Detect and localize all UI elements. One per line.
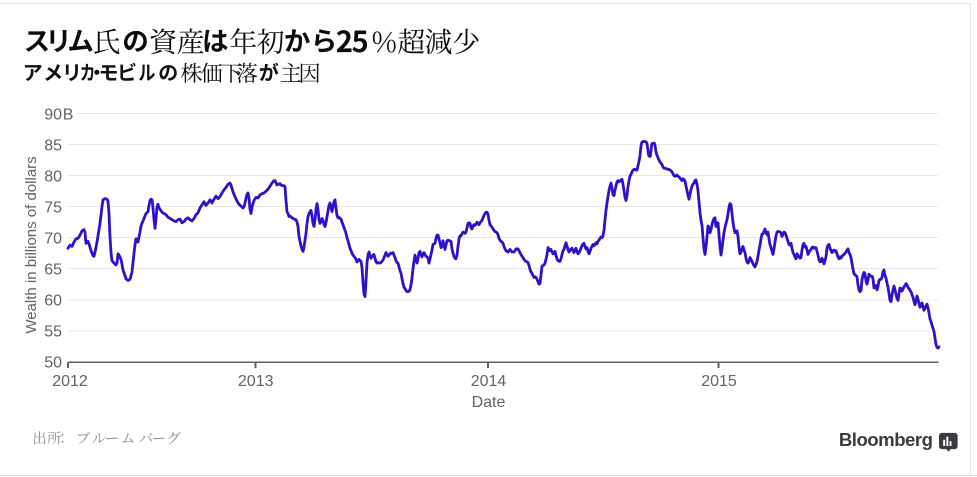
svg-text:65: 65: [44, 262, 62, 279]
svg-text:90: 90: [44, 106, 62, 123]
svg-text:2015: 2015: [701, 373, 737, 390]
svg-text:2012: 2012: [52, 373, 88, 390]
svg-text:Date: Date: [472, 394, 506, 411]
svg-text:Bloomberg: Bloomberg: [839, 429, 933, 450]
svg-text:Wealth in billions of dollars: Wealth in billions of dollars: [23, 156, 40, 333]
svg-text:2013: 2013: [238, 373, 274, 390]
svg-text:85: 85: [44, 137, 62, 154]
svg-text:75: 75: [44, 200, 62, 217]
svg-text:50: 50: [44, 355, 62, 372]
svg-text:2014: 2014: [471, 373, 507, 390]
svg-text:B: B: [63, 106, 74, 123]
svg-text:80: 80: [44, 168, 62, 185]
svg-text:60: 60: [44, 293, 62, 310]
svg-text:55: 55: [44, 324, 62, 341]
svg-text:70: 70: [44, 231, 62, 248]
